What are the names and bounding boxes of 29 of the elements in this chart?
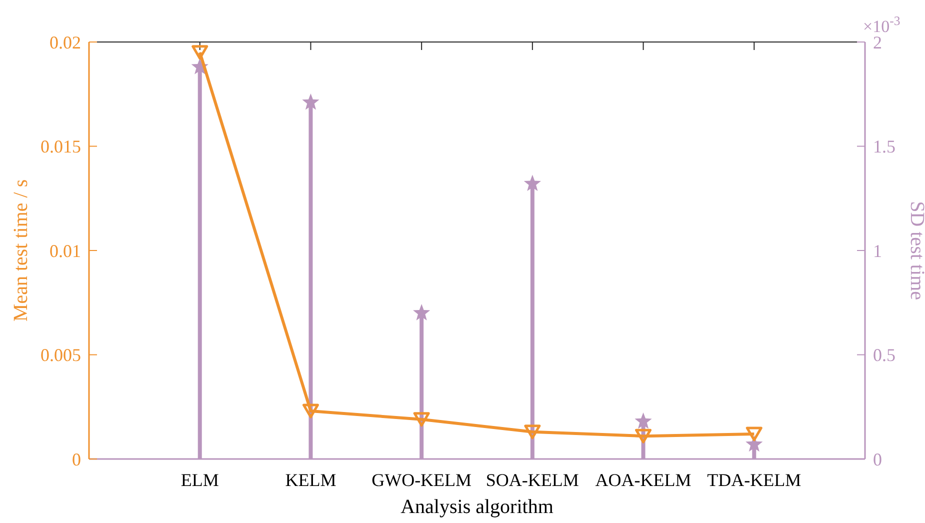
- point: [746, 426, 762, 442]
- point: [524, 424, 541, 440]
- y-tick-label: 0: [72, 449, 81, 470]
- y2-tick-label: 0.5: [873, 345, 896, 366]
- x-tick-label: TDA-KELM: [707, 470, 802, 490]
- y2-axis-title: SD test time: [906, 201, 925, 300]
- point: [413, 412, 430, 427]
- x-axis-title: Analysis algorithm: [400, 496, 554, 518]
- x-tick-label: ELM: [180, 470, 219, 490]
- x-tick-label: SOA-KELM: [486, 470, 579, 490]
- y-tick-label: 0.015: [40, 136, 81, 157]
- x-tick-label: GWO-KELM: [372, 470, 472, 490]
- point: [302, 404, 319, 418]
- y-tick-label: 0.01: [50, 240, 81, 261]
- point: [524, 174, 541, 192]
- point: [192, 45, 208, 60]
- y2-tick-label: 1: [873, 240, 882, 261]
- y-tick-label: 0.02: [50, 32, 81, 52]
- y2-tick-label: 0: [873, 449, 882, 470]
- point: [302, 93, 320, 110]
- x-tick-label: AOA-KELM: [595, 470, 692, 490]
- y2-tick-label: 1.5: [873, 136, 896, 157]
- x-tick-label: KELM: [285, 470, 336, 490]
- y-tick-label: 0.005: [40, 345, 81, 366]
- point: [635, 428, 652, 444]
- point: [413, 304, 430, 320]
- y-axis-title: Mean test time / s: [10, 179, 32, 322]
- point: [634, 412, 652, 429]
- point: [746, 435, 763, 452]
